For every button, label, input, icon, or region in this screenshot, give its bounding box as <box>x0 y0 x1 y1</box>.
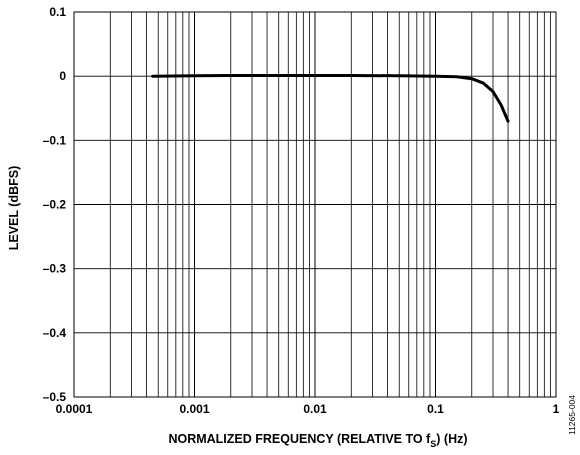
x-axis-label-tail: ) (Hz) <box>436 432 467 446</box>
series-lines <box>151 74 510 123</box>
y-tick-label: –0.4 <box>43 326 67 340</box>
x-tick-label: 0.1 <box>427 402 444 416</box>
x-tick-label: 1 <box>553 402 560 416</box>
tick-labels: 0.1 0 –0.1 –0.2 –0.3 –0.4 –0.50.0001 0.001 0.01 0… <box>43 5 560 416</box>
x-axis-label: NORMALIZED FREQUENCY (RELATIVE TO fS) (H… <box>168 432 467 449</box>
x-axis-label-main: NORMALIZED FREQUENCY (RELATIVE TO f <box>168 432 431 446</box>
response-curve <box>151 74 510 123</box>
figure-id: 11265-004 <box>567 395 577 435</box>
x-tick-label: 0.0001 <box>56 402 93 416</box>
y-tick-label: –0.2 <box>43 198 67 212</box>
y-tick-label: –0.5 <box>43 390 67 404</box>
y-tick-label: 0.1 <box>49 5 66 19</box>
y-axis-label: LEVEL (dBFS) <box>7 166 21 251</box>
x-tick-label: 0.001 <box>179 402 209 416</box>
grid-lines <box>73 11 556 398</box>
y-tick-label: –0.1 <box>43 133 67 147</box>
y-tick-label: 0 <box>59 69 66 83</box>
x-tick-label: 0.01 <box>303 402 327 416</box>
plot-frame <box>73 11 557 398</box>
x-axis-label-subscript: S <box>430 439 436 449</box>
y-tick-label: –0.3 <box>43 262 67 276</box>
